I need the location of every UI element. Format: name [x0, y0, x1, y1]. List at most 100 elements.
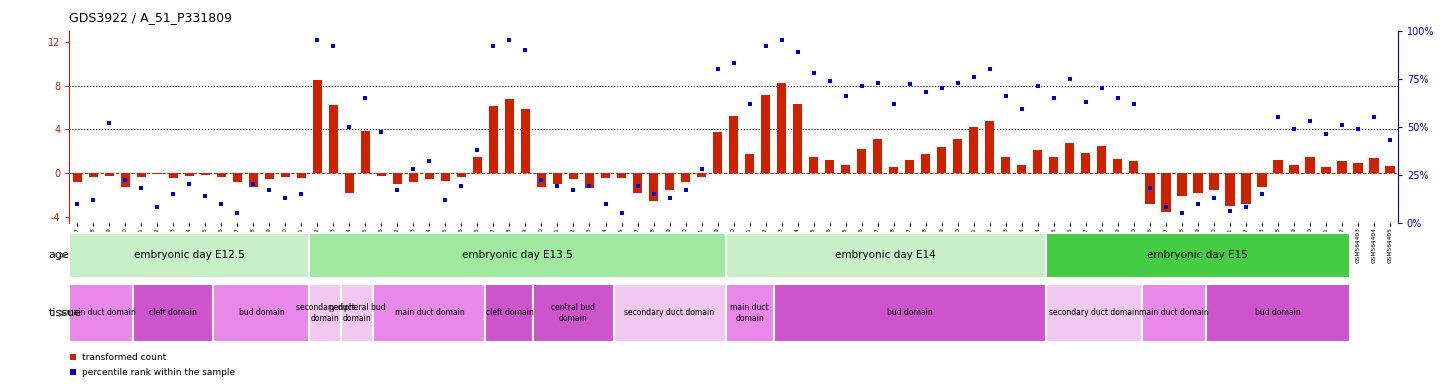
Bar [120, 173, 130, 187]
Text: main duct domain: main duct domain [66, 308, 136, 318]
Bar [1225, 173, 1235, 206]
Bar [312, 80, 322, 173]
Point [1330, 122, 1353, 128]
Bar [1017, 165, 1027, 173]
Bar [1369, 158, 1379, 173]
Bar [72, 173, 82, 182]
Point [1058, 76, 1082, 82]
Point [1138, 185, 1161, 191]
Bar [456, 173, 466, 177]
Point [978, 66, 1001, 72]
Bar [905, 160, 914, 173]
Point [66, 200, 90, 207]
Bar [1206, 283, 1350, 343]
Bar [374, 283, 485, 343]
Bar [329, 105, 338, 173]
Bar [725, 283, 774, 343]
Bar [793, 104, 803, 173]
Bar [133, 283, 214, 343]
Point [706, 66, 729, 72]
Point [225, 210, 248, 216]
Point [1266, 114, 1289, 120]
Bar [632, 173, 643, 193]
Bar [1274, 160, 1282, 173]
Point [690, 166, 713, 172]
Bar [488, 106, 498, 173]
Bar [1209, 173, 1219, 190]
Bar [264, 173, 274, 179]
Bar [614, 283, 725, 343]
Text: secondary duct
domain: secondary duct domain [296, 303, 355, 323]
Bar [345, 173, 354, 193]
Text: cleft domain: cleft domain [485, 308, 533, 318]
Point [82, 197, 105, 203]
Bar [248, 173, 258, 187]
Point [562, 187, 585, 193]
Bar [937, 147, 946, 173]
Point [962, 74, 985, 80]
Text: bud domain: bud domain [887, 308, 933, 318]
Bar [1289, 165, 1298, 173]
Point [1090, 85, 1113, 91]
Text: embryonic day E12.5: embryonic day E12.5 [134, 250, 244, 260]
Bar [601, 173, 611, 178]
Bar [217, 173, 227, 177]
Bar [504, 99, 514, 173]
Bar [309, 233, 725, 278]
Point [1203, 195, 1226, 201]
Bar [1045, 233, 1350, 278]
Bar [1064, 142, 1074, 173]
Point [754, 43, 777, 49]
Bar [969, 127, 979, 173]
Point [482, 43, 505, 49]
Text: secondary duct domain: secondary duct domain [1048, 308, 1139, 318]
Point [1378, 137, 1401, 143]
Point [98, 120, 121, 126]
Point [609, 210, 632, 216]
Point [274, 195, 297, 201]
Bar [309, 283, 341, 343]
Point [338, 124, 361, 130]
Bar [1321, 167, 1330, 173]
Point [1314, 131, 1337, 137]
Point [354, 95, 377, 101]
Bar [1305, 157, 1314, 173]
Point [882, 101, 905, 107]
Point [866, 79, 890, 86]
Bar [1082, 152, 1090, 173]
Text: age: age [49, 250, 69, 260]
Point [930, 85, 953, 91]
Point [61, 369, 84, 376]
Point [1122, 101, 1145, 107]
Point [370, 129, 393, 136]
Bar [921, 154, 930, 173]
Point [625, 183, 648, 189]
Text: GDS3922 / A_51_P331809: GDS3922 / A_51_P331809 [69, 12, 232, 25]
Bar [409, 173, 419, 182]
Point [178, 181, 201, 187]
Point [1074, 99, 1097, 105]
Bar [137, 173, 146, 177]
Point [290, 191, 313, 197]
Text: embryonic day E14: embryonic day E14 [835, 250, 936, 260]
Bar [1161, 173, 1171, 212]
Text: main duct domain: main duct domain [1139, 308, 1209, 318]
Bar [485, 283, 533, 343]
Text: tissue: tissue [49, 308, 81, 318]
Bar [697, 173, 706, 177]
Point [722, 60, 745, 66]
Point [209, 200, 232, 207]
Bar [664, 173, 674, 190]
Text: embryonic day E13.5: embryonic day E13.5 [462, 250, 573, 260]
Bar [533, 283, 614, 343]
Text: cleft domain: cleft domain [149, 308, 198, 318]
Point [1170, 210, 1193, 216]
Point [114, 177, 137, 184]
Bar [985, 121, 995, 173]
Point [1027, 83, 1050, 89]
Bar [725, 233, 1045, 278]
Point [258, 187, 282, 193]
Bar [777, 83, 787, 173]
Bar [153, 173, 162, 174]
Point [241, 181, 264, 187]
